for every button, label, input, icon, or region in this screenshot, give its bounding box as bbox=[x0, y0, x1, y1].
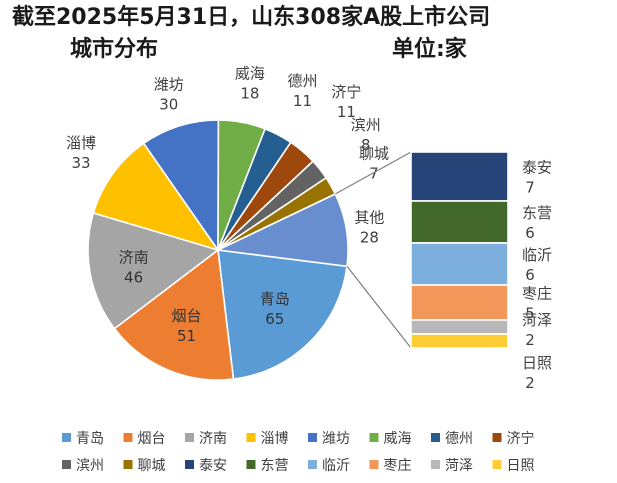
pie-slice-4 bbox=[92, 142, 220, 252]
pie-label-name-8: 济宁 bbox=[331, 83, 361, 101]
legend-swatch-14 bbox=[369, 460, 379, 469]
pie-label-value-9: 8 bbox=[361, 136, 371, 154]
pie-label-name-4: 淄博 bbox=[66, 134, 96, 152]
breakdown-label-value-1: 7 bbox=[525, 179, 535, 197]
breakdown-label-name-3: 临沂 bbox=[522, 246, 552, 264]
pie-label-name-3: 济南 bbox=[119, 248, 149, 266]
unit-label: 单位:家 bbox=[392, 36, 468, 62]
chart-title-line1: 截至2025年5月31日，山东308家A股上市公司 bbox=[12, 4, 490, 30]
legend-swatch-9 bbox=[62, 460, 71, 469]
legend-label-5: 潍坊 bbox=[322, 431, 350, 447]
pie-label-value-1: 65 bbox=[265, 310, 284, 328]
legend-swatch-2 bbox=[123, 433, 133, 442]
pie-labels: 青岛65烟台51济南46淄博33潍坊30威海18德州11济宁11滨州8聊城7其他… bbox=[66, 64, 389, 345]
legend-label-1: 青岛 bbox=[76, 431, 104, 447]
breakdown-segment-5 bbox=[410, 319, 509, 335]
legend-swatch-13 bbox=[308, 460, 317, 469]
legend-swatch-4 bbox=[246, 433, 256, 442]
pie-slices bbox=[87, 119, 349, 381]
pie-label-value-10: 7 bbox=[369, 164, 379, 182]
legend-label-10: 聊城 bbox=[138, 458, 166, 474]
connector-bottom bbox=[346, 265, 412, 349]
legend-swatch-11 bbox=[185, 460, 194, 469]
pie-label-name-1: 青岛 bbox=[260, 290, 290, 308]
pie-slice-11 bbox=[215, 192, 349, 268]
legend-swatch-6 bbox=[369, 433, 379, 442]
pie-slice-3 bbox=[87, 211, 220, 330]
pie-slice-1 bbox=[217, 249, 348, 380]
connector-top bbox=[335, 151, 412, 195]
pie-label-value-2: 51 bbox=[177, 327, 196, 345]
pie-label-value-3: 46 bbox=[124, 268, 143, 286]
legend-label-9: 滨州 bbox=[76, 458, 104, 474]
breakdown-label-name-6: 日照 bbox=[522, 354, 552, 372]
breakdown-label-name-1: 泰安 bbox=[522, 159, 552, 177]
legend-swatch-1 bbox=[62, 433, 71, 442]
pie-label-name-9: 滨州 bbox=[351, 116, 381, 134]
pie-label-value-5: 30 bbox=[159, 95, 178, 113]
pie-label-name-2: 烟台 bbox=[172, 307, 202, 325]
legend-swatch-7 bbox=[431, 433, 440, 442]
pie-label-name-11: 其他 bbox=[354, 209, 384, 227]
breakdown-label-name-2: 东营 bbox=[522, 204, 552, 222]
legend-swatch-12 bbox=[246, 460, 256, 469]
legend-label-4: 淄博 bbox=[261, 430, 289, 447]
legend-swatch-3 bbox=[185, 433, 194, 442]
breakdown-segment-6 bbox=[410, 333, 509, 349]
breakdown-label-value-4: 5 bbox=[525, 305, 535, 323]
legend-label-12: 东营 bbox=[261, 458, 289, 474]
other-breakdown-bar bbox=[410, 151, 509, 349]
pie-label-value-6: 18 bbox=[240, 84, 259, 102]
legend-swatch-16 bbox=[492, 460, 502, 469]
legend-label-15: 菏泽 bbox=[445, 458, 473, 474]
breakdown-segment-4 bbox=[410, 284, 509, 321]
legend-label-3: 济南 bbox=[199, 431, 227, 447]
legend-label-16: 日照 bbox=[507, 458, 535, 474]
breakdown-label-name-5: 菏泽 bbox=[522, 311, 552, 329]
breakdown-segment-2 bbox=[410, 200, 509, 244]
breakdown-label-value-5: 2 bbox=[525, 331, 535, 349]
pie-label-name-6: 威海 bbox=[235, 64, 265, 82]
legend-label-11: 泰安 bbox=[199, 458, 227, 474]
breakdown-label-value-2: 6 bbox=[525, 224, 535, 242]
legend-swatch-10 bbox=[123, 460, 133, 469]
legend-label-2: 烟台 bbox=[138, 431, 166, 447]
chart-title-line2: 城市分布 bbox=[70, 36, 158, 62]
breakdown-label-value-6: 2 bbox=[525, 374, 535, 392]
breakdown-label-value-3: 6 bbox=[525, 266, 535, 284]
legend-swatch-15 bbox=[431, 460, 440, 469]
breakdown-segment-3 bbox=[410, 242, 509, 286]
pie-label-name-5: 潍坊 bbox=[154, 75, 184, 93]
pie-label-name-7: 德州 bbox=[287, 72, 317, 90]
pie-label-value-11: 28 bbox=[360, 229, 379, 247]
connector-lines bbox=[335, 151, 412, 349]
breakdown-label-name-4: 枣庄 bbox=[522, 285, 552, 303]
pie-slice-5 bbox=[142, 119, 220, 253]
pie-label-value-7: 11 bbox=[293, 92, 312, 110]
breakdown-segment-1 bbox=[410, 151, 509, 202]
pie-label-name-10: 聊城 bbox=[359, 144, 389, 162]
legend-label-14: 枣庄 bbox=[384, 457, 412, 474]
legend-label-8: 济宁 bbox=[507, 430, 535, 447]
pie-label-value-4: 33 bbox=[71, 154, 90, 172]
legend-label-7: 德州 bbox=[445, 431, 473, 447]
legend-swatch-5 bbox=[308, 433, 317, 442]
legend-swatch-8 bbox=[492, 433, 502, 442]
legend-label-6: 威海 bbox=[384, 431, 412, 447]
pie-label-value-8: 11 bbox=[337, 103, 356, 121]
pie-slice-2 bbox=[113, 248, 235, 381]
legend-label-13: 临沂 bbox=[322, 458, 350, 474]
